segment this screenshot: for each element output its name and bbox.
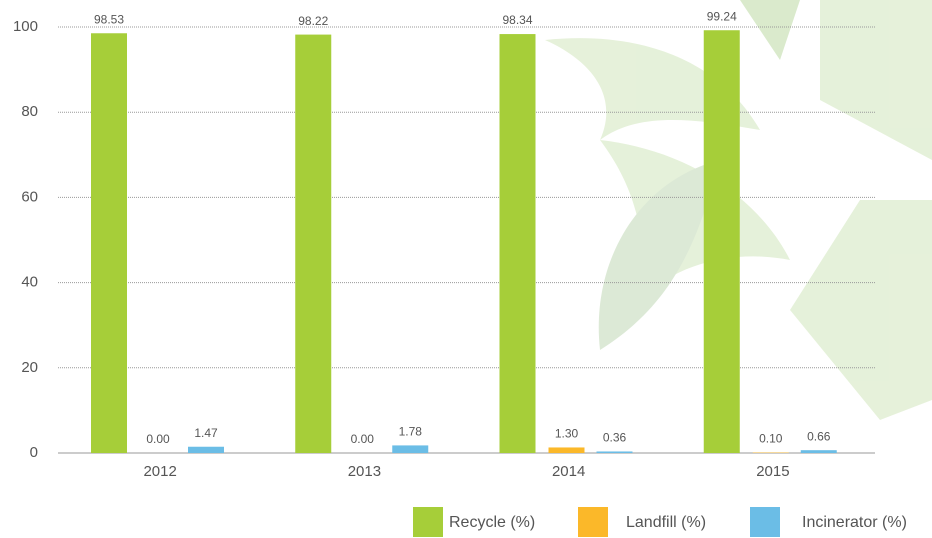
bar bbox=[499, 34, 536, 454]
y-tick-label: 0 bbox=[30, 444, 38, 461]
x-tick-label: 2015 bbox=[756, 463, 789, 480]
value-label: 1.30 bbox=[555, 427, 579, 441]
value-label: 0.36 bbox=[603, 431, 627, 445]
bar bbox=[548, 447, 585, 453]
y-tick-label: 80 bbox=[21, 103, 38, 120]
bar bbox=[800, 450, 837, 453]
value-label: 0.66 bbox=[807, 429, 831, 443]
legend-label: Landfill (%) bbox=[626, 514, 706, 531]
bar bbox=[91, 33, 127, 453]
legend-swatch bbox=[750, 507, 780, 537]
value-label: 98.53 bbox=[94, 12, 124, 26]
legend-label: Incinerator (%) bbox=[802, 514, 907, 531]
value-label: 0.00 bbox=[146, 432, 170, 446]
legend-swatch bbox=[413, 507, 443, 537]
value-label: 98.22 bbox=[298, 14, 328, 28]
bar bbox=[596, 451, 633, 453]
value-label: 1.78 bbox=[399, 425, 423, 439]
value-label: 99.24 bbox=[707, 9, 737, 23]
bar bbox=[188, 446, 224, 453]
x-tick-label: 2013 bbox=[348, 463, 381, 480]
bar bbox=[295, 34, 332, 454]
value-label: 0.10 bbox=[759, 432, 783, 446]
y-tick-label: 40 bbox=[21, 274, 38, 291]
y-tick-label: 60 bbox=[21, 188, 38, 205]
value-label: 1.47 bbox=[194, 426, 218, 440]
x-tick-label: 2014 bbox=[552, 463, 585, 480]
value-label: 98.34 bbox=[502, 13, 532, 27]
value-label: 0.00 bbox=[351, 432, 375, 446]
bar bbox=[392, 445, 429, 453]
y-tick-label: 100 bbox=[13, 18, 38, 35]
legend-swatch bbox=[578, 507, 608, 537]
legend-label: Recycle (%) bbox=[449, 514, 535, 531]
y-tick-label: 20 bbox=[21, 359, 38, 376]
bar bbox=[703, 30, 740, 453]
x-tick-label: 2012 bbox=[143, 463, 176, 480]
